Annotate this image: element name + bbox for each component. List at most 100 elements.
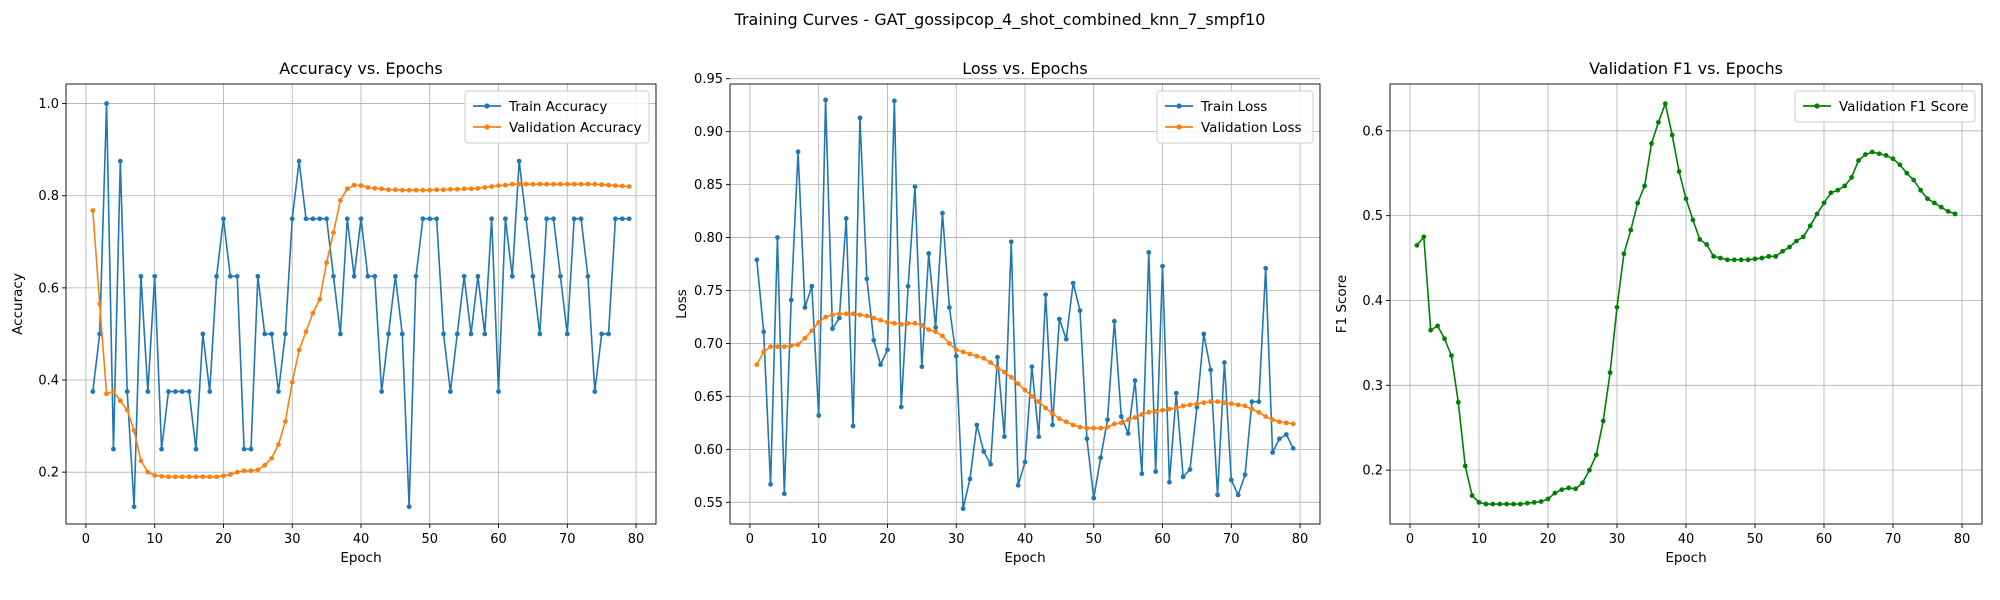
data-point [138, 458, 144, 464]
legend-swatch-marker [1176, 124, 1182, 130]
data-point [946, 305, 952, 310]
data-point [1538, 499, 1544, 504]
data-point [1084, 436, 1090, 442]
data-point [1669, 132, 1675, 138]
data-point [1015, 482, 1021, 488]
data-point [592, 389, 598, 394]
x-tick-label: 50 [421, 532, 438, 547]
data-point [1173, 405, 1179, 411]
data-point [1794, 238, 1799, 244]
data-point [571, 181, 577, 187]
data-point [1077, 424, 1083, 430]
data-point [1105, 424, 1110, 430]
data-point [1662, 101, 1668, 107]
data-point [1235, 402, 1241, 408]
data-point [1036, 399, 1042, 405]
data-point [386, 331, 391, 337]
data-point [1063, 419, 1069, 425]
data-point [468, 186, 474, 192]
data-point [1160, 407, 1165, 413]
data-point [344, 186, 350, 192]
data-point [1552, 490, 1558, 496]
data-point [1952, 211, 1958, 217]
data-point [214, 273, 219, 279]
data-point [358, 183, 364, 188]
data-point [1690, 217, 1696, 223]
x-tick-label: 50 [1747, 532, 1764, 547]
data-point [1194, 401, 1200, 407]
y-tick-label: 0.8 [38, 189, 59, 204]
data-point [296, 347, 302, 353]
data-point [823, 97, 828, 103]
y-tick-label: 0.6 [1362, 124, 1383, 139]
data-point [795, 342, 801, 347]
data-point [578, 216, 584, 222]
data-point [289, 216, 295, 222]
data-point [1911, 177, 1917, 183]
data-point [475, 273, 481, 279]
data-point [1559, 487, 1565, 493]
data-point [530, 273, 536, 279]
data-point [1242, 472, 1248, 478]
data-point [331, 273, 336, 279]
data-point [1056, 316, 1062, 322]
data-point [850, 423, 856, 429]
data-point [172, 389, 178, 394]
data-point [599, 331, 605, 337]
data-point [1290, 445, 1296, 451]
legend-label: Train Loss [1200, 99, 1267, 115]
data-point [207, 389, 213, 394]
data-point [592, 181, 598, 187]
y-tick-label: 0.70 [694, 337, 723, 352]
data-point [1435, 323, 1441, 329]
data-point [1118, 414, 1124, 419]
data-point [898, 404, 904, 410]
data-point [940, 210, 945, 216]
x-tick-label: 20 [215, 532, 232, 547]
chart-title: Loss vs. Epochs [962, 59, 1087, 78]
data-point [372, 273, 378, 279]
data-point [523, 216, 529, 222]
data-point [1580, 480, 1585, 486]
data-point [960, 349, 966, 355]
data-point [891, 98, 897, 104]
data-point [269, 331, 275, 337]
data-point [864, 313, 870, 319]
data-point [564, 181, 570, 187]
data-point [234, 469, 240, 475]
data-point [558, 273, 563, 279]
data-point [809, 328, 815, 334]
data-point [885, 347, 890, 353]
data-point [878, 362, 883, 368]
data-point [317, 296, 323, 302]
x-tick-label: 80 [628, 532, 645, 547]
x-tick-label: 40 [353, 532, 370, 547]
data-point [885, 319, 890, 325]
data-point [221, 216, 226, 222]
legend-swatch-marker [484, 103, 490, 109]
data-point [836, 311, 842, 317]
data-point [926, 251, 932, 256]
data-point [1001, 369, 1007, 375]
data-point [564, 331, 570, 337]
y-tick-label: 0.55 [694, 496, 723, 511]
data-point [1566, 485, 1572, 491]
data-point [1469, 493, 1475, 498]
data-point [1800, 234, 1806, 240]
x-tick-label: 40 [1678, 532, 1695, 547]
legend-label: Train Accuracy [508, 99, 607, 115]
data-point [537, 181, 543, 187]
data-point [905, 320, 911, 326]
x-axis-label: Epoch [1665, 550, 1706, 566]
data-point [1201, 400, 1207, 406]
data-point [193, 446, 199, 452]
data-point [988, 461, 994, 467]
data-point [1821, 200, 1827, 206]
data-point [626, 216, 632, 222]
data-point [1925, 196, 1930, 202]
data-point [406, 504, 412, 510]
y-tick-label: 0.6 [38, 281, 59, 296]
data-point [241, 468, 247, 474]
chart-title: Accuracy vs. Epochs [279, 59, 442, 78]
data-point [1098, 425, 1104, 431]
